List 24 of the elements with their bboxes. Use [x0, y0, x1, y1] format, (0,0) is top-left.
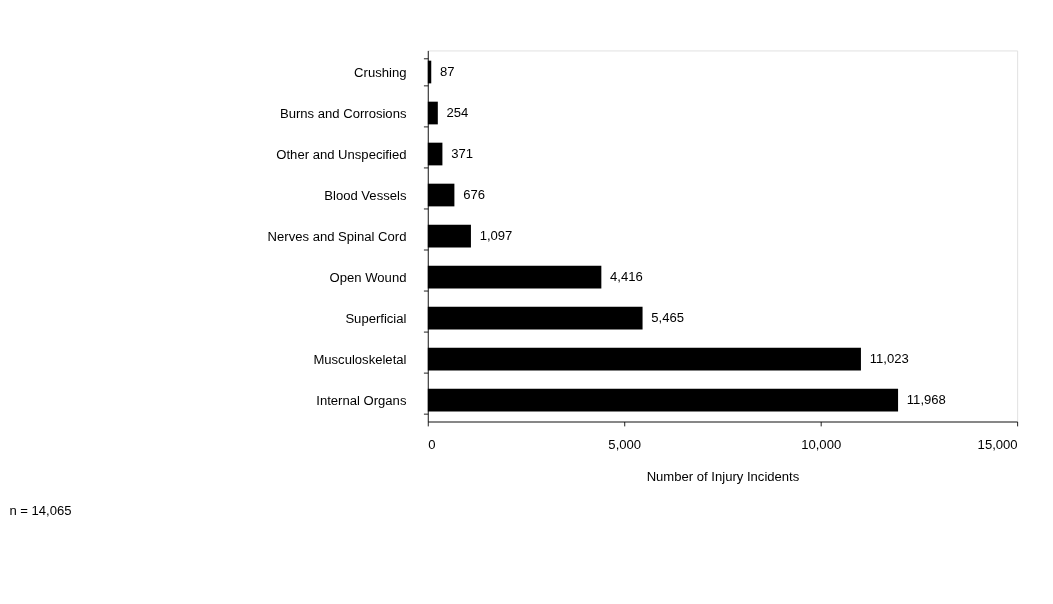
data-label: 5,465 — [651, 310, 685, 326]
data-label: 254 — [446, 105, 469, 121]
y-tick-label: Open Wound — [329, 269, 407, 285]
data-label: 87 — [439, 64, 455, 80]
data-label: 11,968 — [906, 392, 946, 408]
data-label: 11,023 — [869, 351, 909, 367]
x-tick-label: 10,000 — [801, 437, 842, 453]
data-label: 371 — [451, 146, 473, 162]
y-tick-label: Superficial — [345, 310, 407, 326]
data-label: 4,416 — [610, 269, 643, 285]
x-axis-title: Number of Injury Incidents — [646, 469, 800, 485]
x-tick-label: 0 — [428, 437, 436, 453]
y-tick-label: Musculoskeletal — [313, 351, 407, 367]
x-tick-label: 5,000 — [608, 437, 642, 453]
y-tick-label: Crushing — [354, 64, 407, 80]
y-tick-label: Burns and Corrosions — [279, 105, 407, 121]
data-label: 1,097 — [479, 228, 513, 244]
x-tick-label: 15,000 — [977, 437, 1018, 453]
y-tick-label: Blood Vessels — [324, 187, 407, 203]
y-tick-label: Other and Unspecified — [276, 146, 407, 162]
y-tick-label: Internal Organs — [316, 392, 407, 408]
text: n = 14,065 — [9, 503, 72, 518]
y-tick-label: Nerves and Spinal Cord — [267, 228, 407, 244]
data-label: 676 — [463, 187, 485, 203]
